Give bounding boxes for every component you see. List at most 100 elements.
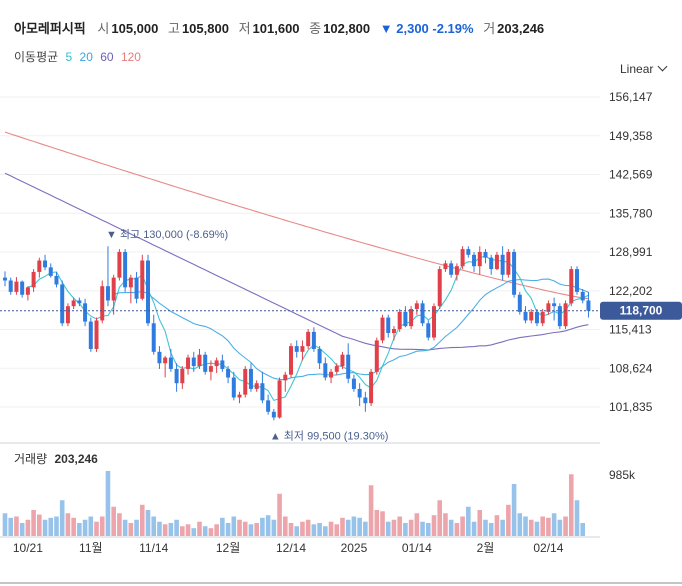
candle-body <box>128 277 133 288</box>
volume-bar <box>431 515 437 536</box>
volume-bar <box>180 526 185 536</box>
volume-bar <box>380 511 385 536</box>
volume-bar <box>500 519 505 536</box>
volume-bar <box>277 493 282 536</box>
volume-bar <box>288 523 294 536</box>
candle-body <box>351 378 356 389</box>
volume-bar <box>517 513 523 536</box>
volume-bar <box>397 516 402 536</box>
volume-bar <box>568 474 574 536</box>
candle-body <box>529 311 534 321</box>
volume-bar <box>580 523 586 536</box>
candle-body <box>391 329 396 333</box>
candle-body <box>151 323 156 352</box>
high-label: 고 <box>167 21 180 36</box>
candle-body <box>266 400 271 412</box>
candle-body <box>397 311 402 330</box>
low-value: 101,600 <box>252 21 300 36</box>
scale-dropdown[interactable]: Linear <box>620 61 668 76</box>
volume-bar <box>311 524 317 536</box>
candle-body <box>14 281 19 292</box>
candle-body <box>277 380 282 418</box>
candle-body <box>31 271 36 288</box>
candle-body <box>208 366 213 372</box>
grid-lines <box>0 96 600 408</box>
candle-body <box>105 286 110 301</box>
volume-bar <box>408 519 414 536</box>
volume-bar <box>54 516 59 536</box>
volume-bar <box>460 516 465 536</box>
candle-body <box>60 284 65 324</box>
candle-body <box>163 357 168 364</box>
time-tick-label: 2025 <box>341 541 368 555</box>
volume-bar <box>305 519 311 536</box>
volume-bar <box>77 523 82 536</box>
time-tick-label: 10/21 <box>13 541 43 555</box>
candle-body <box>20 281 25 295</box>
candle-body <box>226 368 231 378</box>
candle-body <box>65 306 70 324</box>
candle-body <box>271 411 276 418</box>
volume-bar <box>557 519 563 536</box>
volume-bar <box>265 515 271 536</box>
volume-bar <box>174 519 179 536</box>
candle-body <box>540 311 545 324</box>
candle-body <box>363 397 368 404</box>
volume-bar <box>403 523 408 536</box>
volume-bar <box>42 519 48 536</box>
moving-average-legend[interactable]: 이동평균 5 20 60 120 <box>14 48 145 65</box>
candle-body <box>460 249 465 267</box>
candle-body <box>380 317 385 341</box>
candle-body <box>243 368 248 395</box>
volume-bar <box>254 523 259 536</box>
candle-body <box>220 360 225 369</box>
candle-body <box>374 340 379 372</box>
volume-bar <box>248 524 254 536</box>
ma-20-label: 20 <box>79 50 93 64</box>
candle-body <box>180 368 185 384</box>
candle-body <box>575 269 579 292</box>
volume-bar <box>414 513 420 536</box>
volume-bar <box>551 513 557 536</box>
candle-body <box>71 300 76 307</box>
candle-body <box>323 363 328 378</box>
open-value: 105,000 <box>111 21 159 36</box>
candle-body <box>157 351 162 364</box>
candle-body <box>552 303 557 307</box>
volume-bar <box>317 523 322 536</box>
volume-bar <box>82 519 88 536</box>
candle-body <box>294 346 299 352</box>
volume-bar <box>328 521 334 536</box>
candle-body <box>260 383 265 401</box>
volume-bar <box>151 516 157 536</box>
candle-body <box>214 360 219 367</box>
volume-bar <box>443 513 448 536</box>
candle-body <box>25 287 30 295</box>
candle-body <box>111 277 116 301</box>
volume-bar <box>282 516 288 536</box>
volume-bar <box>511 484 517 536</box>
candle-body <box>403 311 408 327</box>
candle-body <box>203 354 208 372</box>
candle-body <box>420 303 425 324</box>
candle-body <box>300 346 305 352</box>
candle-body <box>186 357 191 369</box>
volume-bar <box>197 521 202 536</box>
volume-bar <box>300 521 305 536</box>
candle-body <box>454 266 459 275</box>
candle-body <box>237 394 242 398</box>
ma-20-line <box>113 278 589 381</box>
candle-body <box>289 346 293 375</box>
low-label: 저 <box>238 21 251 36</box>
candle-body <box>523 311 528 321</box>
volume-panel-label: 거래량 203,246 <box>14 452 98 466</box>
candle-body <box>54 275 59 285</box>
close-value: 102,800 <box>323 21 371 36</box>
candle-body <box>311 331 316 349</box>
volume-bar <box>2 513 8 536</box>
volume-bar <box>334 524 340 536</box>
candle-body <box>586 300 591 311</box>
volume-bar <box>208 528 214 536</box>
candle-body <box>443 263 448 270</box>
